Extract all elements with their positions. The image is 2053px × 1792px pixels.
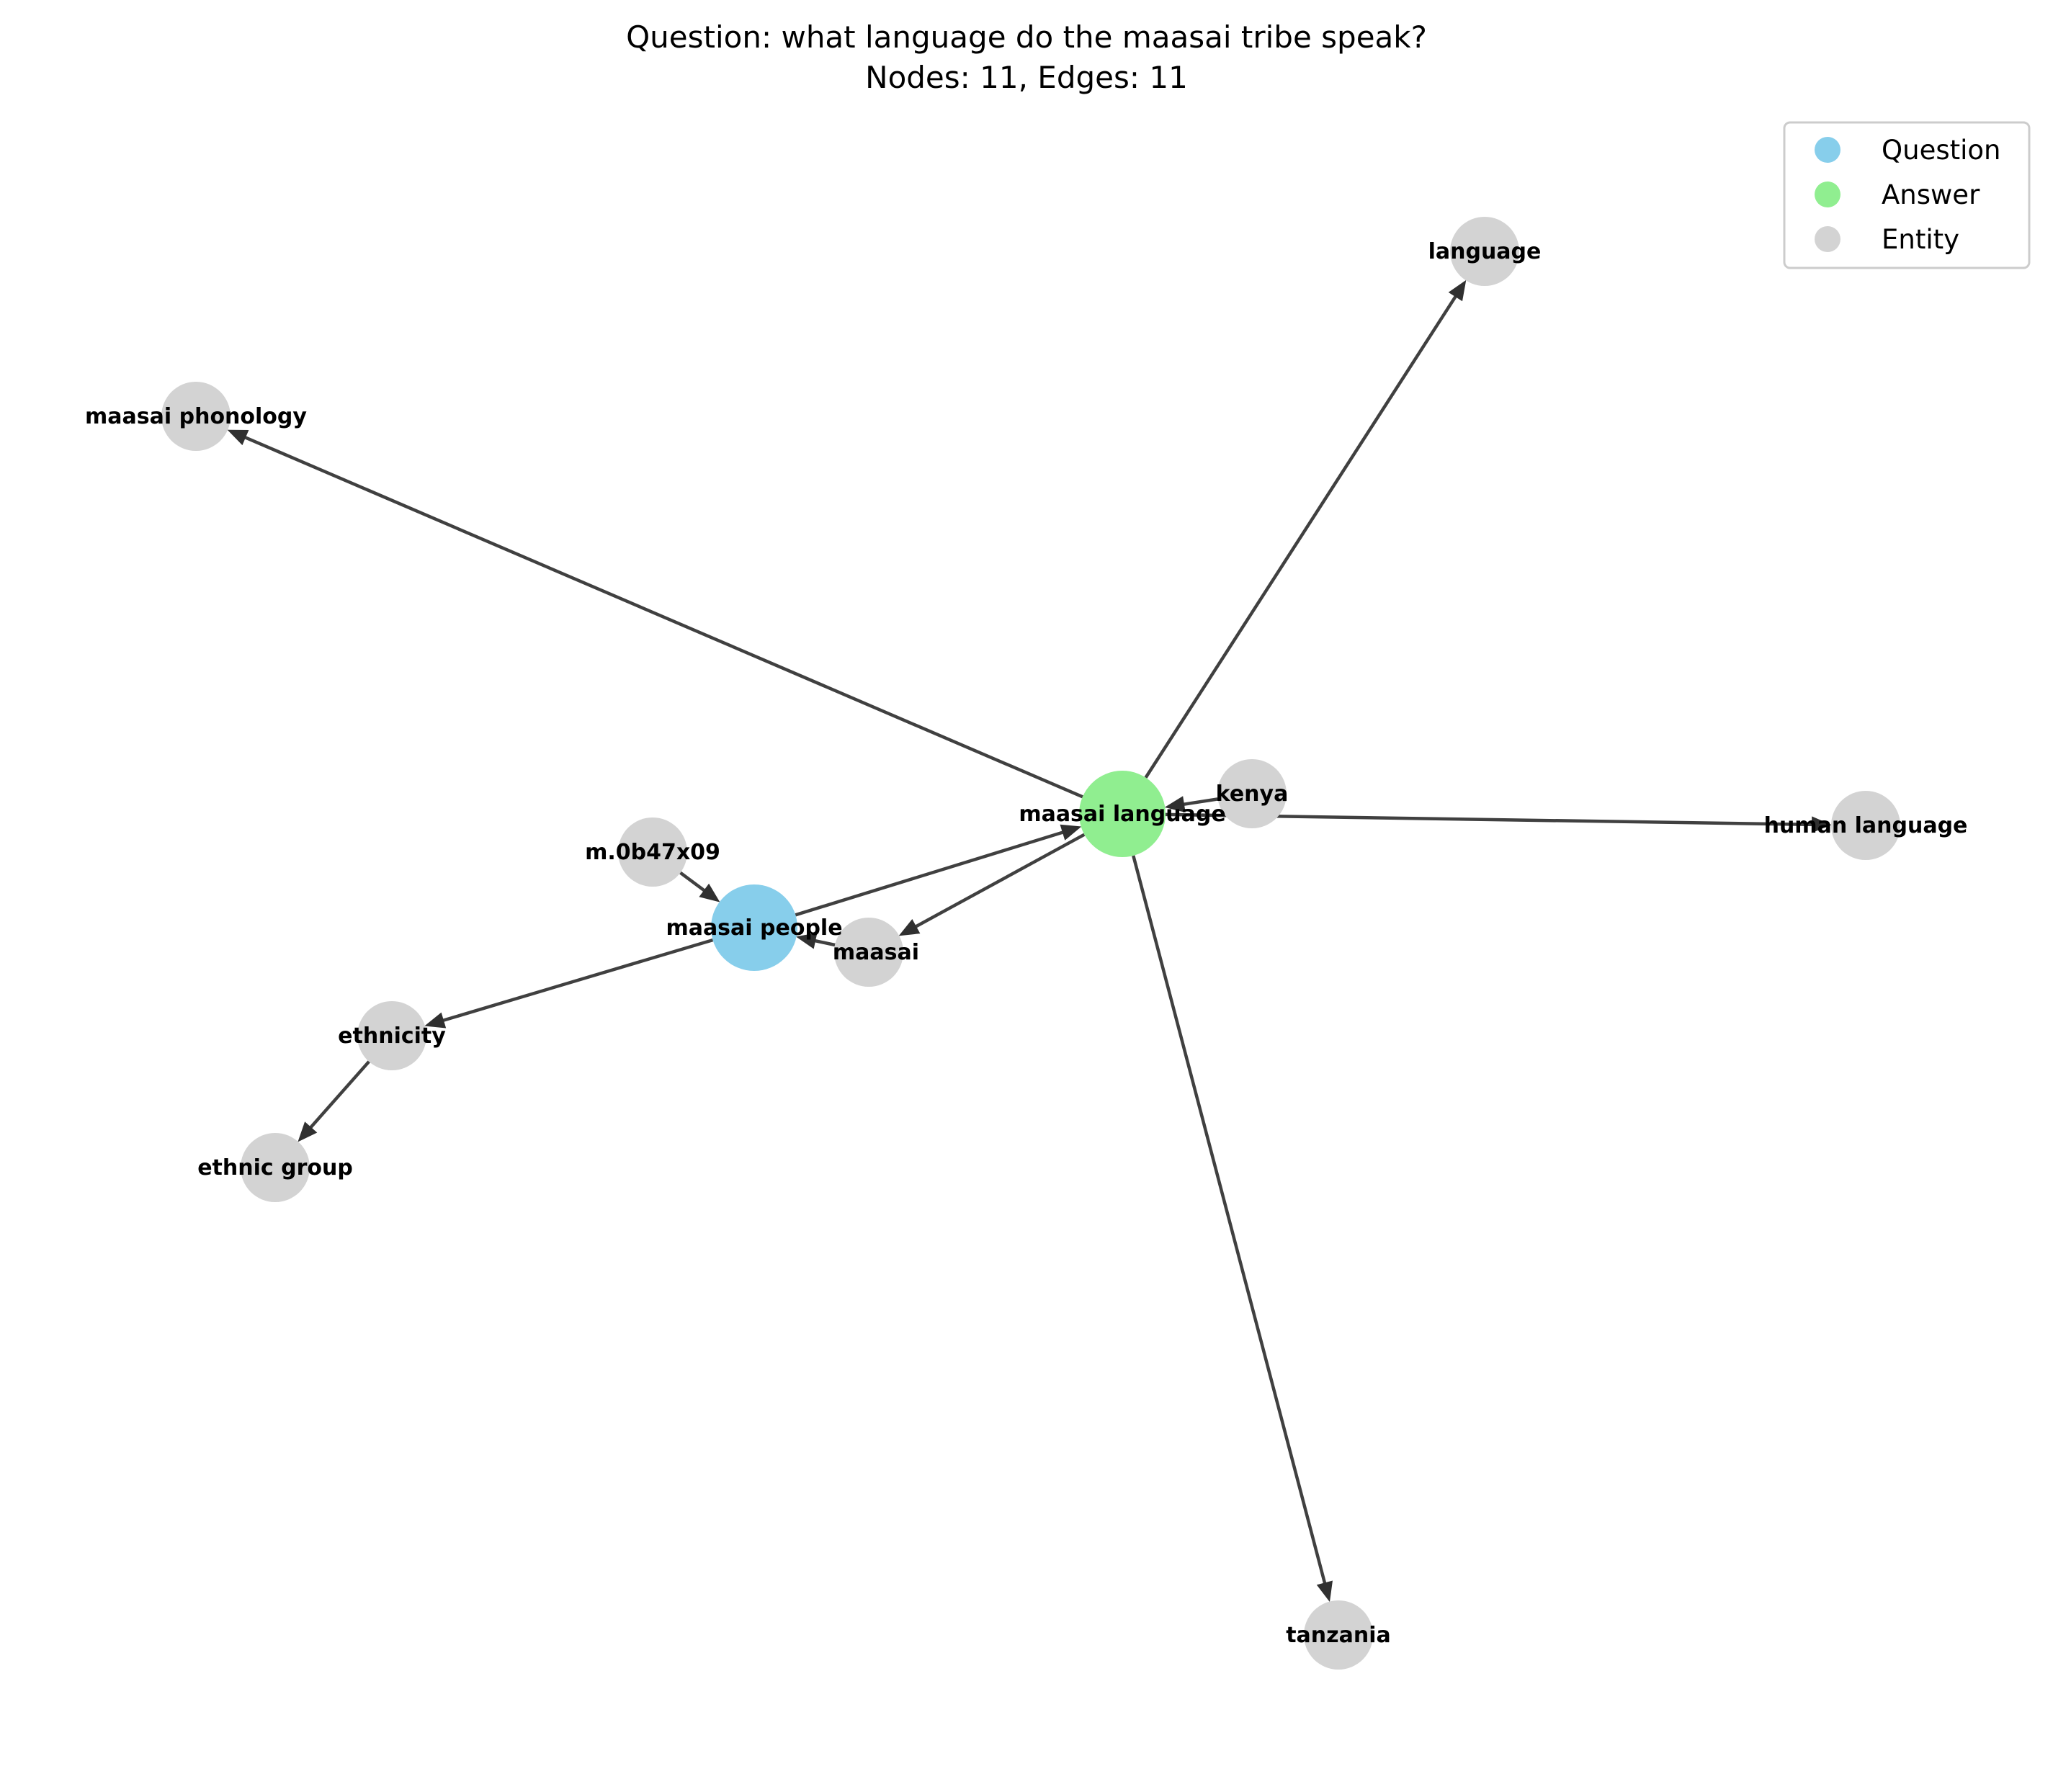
node-label-tanzania: tanzania xyxy=(1286,1623,1391,1648)
node-label-m0b47x09: m.0b47x09 xyxy=(585,840,720,865)
node-tanzania xyxy=(1304,1600,1373,1670)
node-human-language xyxy=(1831,791,1900,860)
figure-title: Question: what language do the maasai tr… xyxy=(626,19,1427,95)
edge-maasai-language-to-tanzania-line xyxy=(1132,855,1328,1591)
node-m0b47x09 xyxy=(618,817,687,887)
edge-kenya-to-maasai-language-arrowhead xyxy=(1164,796,1186,813)
edge-maasai-language-to-tanzania-arrowhead xyxy=(1316,1580,1333,1603)
legend-frame xyxy=(1783,121,2031,269)
node-label-language: language xyxy=(1428,239,1542,264)
edge-maasai-to-maasai-people-arrowhead xyxy=(796,932,818,949)
edge-maasai-language-to-maasai-arrowhead xyxy=(898,919,921,936)
node-label-maasai: maasai xyxy=(833,940,919,965)
edge-maasai-to-maasai-people xyxy=(796,932,836,949)
legend-label-entity: Entity xyxy=(1882,224,1959,255)
legend-marker-answer xyxy=(1815,182,1840,207)
legend-marker-entity xyxy=(1815,226,1840,252)
edge-maasai-people-to-maasai-language xyxy=(795,824,1082,917)
node-kenya xyxy=(1217,759,1287,828)
edge-maasai-language-to-maasai-line xyxy=(908,833,1086,932)
node-label-maasai-language: maasai language xyxy=(1019,802,1225,827)
legend-label-answer: Answer xyxy=(1882,179,1980,210)
title-line-2: Nodes: 11, Edges: 11 xyxy=(865,60,1188,95)
edge-maasai-language-to-maasai-phonology xyxy=(227,429,1083,799)
edge-maasai-language-to-language xyxy=(1144,279,1467,779)
node-label-kenya: kenya xyxy=(1216,781,1289,807)
nodes-layer xyxy=(161,217,1900,1670)
edge-m0b47x09-to-maasai-people-arrowhead xyxy=(699,883,720,902)
node-label-human-language: human language xyxy=(1764,813,1968,838)
node-maasai-phonology xyxy=(161,382,231,451)
edge-maasai-language-to-maasai-phonology-arrowhead xyxy=(227,429,249,446)
edge-maasai-people-to-maasai-language-line xyxy=(795,828,1071,917)
edge-maasai-people-to-ethnicity-line xyxy=(435,938,714,1024)
edge-ethnicity-to-ethnic-group-line xyxy=(304,1060,370,1134)
labels-layer: maasai language maasai people language maas… xyxy=(85,239,1967,1648)
node-language xyxy=(1450,217,1519,286)
legend: Question Answer Entity xyxy=(1783,121,2031,269)
edge-ethnicity-to-ethnic-group xyxy=(298,1060,370,1142)
node-label-maasai-people: maasai people xyxy=(666,915,842,941)
node-ethnic-group xyxy=(241,1133,310,1202)
edge-maasai-language-to-language-arrowhead xyxy=(1448,279,1467,302)
legend-label-question: Question xyxy=(1882,135,2001,166)
title-line-1: Question: what language do the maasai tr… xyxy=(626,19,1427,55)
edge-maasai-people-to-ethnicity-arrowhead xyxy=(424,1012,447,1029)
edge-maasai-language-to-maasai-phonology-line xyxy=(237,433,1083,799)
node-maasai xyxy=(834,918,903,987)
edge-maasai-language-to-tanzania xyxy=(1132,855,1333,1603)
edge-maasai-language-to-maasai xyxy=(898,833,1086,936)
edge-maasai-people-to-ethnicity xyxy=(424,938,714,1029)
edge-maasai-people-to-maasai-language-arrowhead xyxy=(1060,824,1082,841)
node-label-ethnicity: ethnicity xyxy=(338,1023,446,1049)
edge-maasai-language-to-human-language-arrowhead xyxy=(1811,816,1832,833)
node-label-ethnic-group: ethnic group xyxy=(197,1155,353,1181)
edge-kenya-to-maasai-language xyxy=(1164,796,1218,813)
edge-m0b47x09-to-maasai-people xyxy=(679,871,720,902)
node-maasai-language xyxy=(1079,771,1166,857)
edge-ethnicity-to-ethnic-group-arrowhead xyxy=(298,1121,318,1142)
edge-maasai-language-to-language-line xyxy=(1144,289,1462,779)
node-maasai-people xyxy=(711,884,797,971)
node-label-maasai-phonology: maasai phonology xyxy=(85,404,307,429)
node-ethnicity xyxy=(357,1001,426,1070)
legend-marker-question xyxy=(1815,137,1840,163)
